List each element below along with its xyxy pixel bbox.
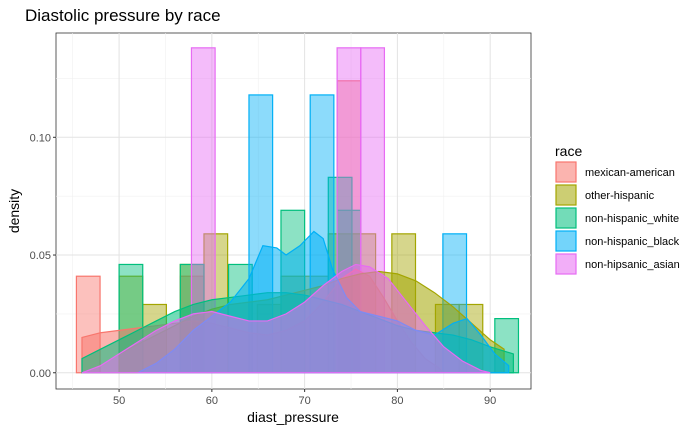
- legend-key: [555, 161, 577, 183]
- legend-label: non-hipsanic_asian: [585, 259, 680, 271]
- x-tick-label: 90: [484, 395, 496, 407]
- y-axis: 0.00 0.05 0.10: [30, 132, 56, 380]
- x-axis-title: diast_pressure: [247, 409, 339, 425]
- y-tick-label: 0.10: [30, 132, 51, 144]
- legend-key: [555, 253, 577, 275]
- x-axis: 50 60 70 80 90: [113, 389, 496, 407]
- y-axis-title: density: [6, 189, 22, 233]
- x-tick-label: 50: [113, 395, 125, 407]
- legend-key: [555, 207, 577, 229]
- legend-label: other-hispanic: [585, 190, 655, 202]
- density-area: [81, 263, 491, 374]
- legend-key: [555, 230, 577, 252]
- y-tick-label: 0.00: [30, 368, 51, 380]
- legend: race mexican-american other-hispanic non-h…: [555, 143, 680, 275]
- legend-label: mexican-american: [585, 167, 675, 179]
- legend-label: non-hispanic_black: [585, 236, 680, 248]
- density-layer: [81, 230, 514, 374]
- x-tick-label: 80: [391, 395, 403, 407]
- legend-title: race: [555, 143, 582, 159]
- x-tick-label: 60: [206, 395, 218, 407]
- legend-label: non-hispanic_white: [585, 213, 679, 225]
- legend-key: [555, 184, 577, 206]
- y-tick-label: 0.05: [30, 250, 51, 262]
- x-tick-label: 70: [299, 395, 311, 407]
- chart-title: Diastolic pressure by race: [25, 6, 221, 25]
